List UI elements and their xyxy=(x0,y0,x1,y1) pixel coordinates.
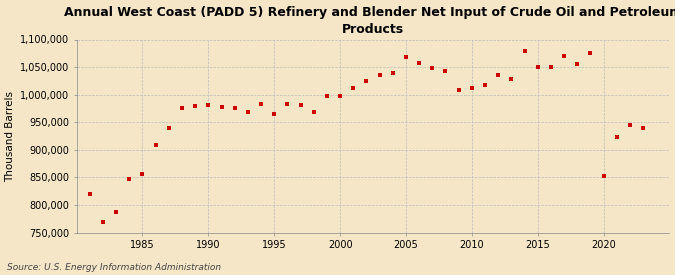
Point xyxy=(242,110,253,114)
Point xyxy=(216,104,227,109)
Point xyxy=(98,219,109,224)
Point xyxy=(308,110,319,114)
Point xyxy=(361,79,372,83)
Point xyxy=(151,143,161,148)
Point xyxy=(84,192,95,196)
Point xyxy=(493,73,504,78)
Point xyxy=(321,94,332,98)
Point xyxy=(269,112,279,116)
Point xyxy=(414,60,425,65)
Point xyxy=(533,65,543,69)
Title: Annual West Coast (PADD 5) Refinery and Blender Net Input of Crude Oil and Petro: Annual West Coast (PADD 5) Refinery and … xyxy=(64,6,675,35)
Point xyxy=(624,123,635,127)
Point xyxy=(124,176,135,181)
Point xyxy=(427,66,437,70)
Point xyxy=(190,103,200,108)
Point xyxy=(400,55,411,59)
Point xyxy=(453,88,464,92)
Text: Source: U.S. Energy Information Administration: Source: U.S. Energy Information Administ… xyxy=(7,263,221,272)
Point xyxy=(545,65,556,69)
Point xyxy=(480,83,491,87)
Point xyxy=(348,86,358,90)
Point xyxy=(295,102,306,107)
Point xyxy=(466,86,477,90)
Point xyxy=(137,171,148,176)
Point xyxy=(519,48,530,53)
Point xyxy=(612,135,622,139)
Point xyxy=(163,126,174,130)
Y-axis label: Thousand Barrels: Thousand Barrels xyxy=(5,90,16,182)
Point xyxy=(387,70,398,75)
Point xyxy=(256,102,267,106)
Point xyxy=(506,77,517,81)
Point xyxy=(572,62,583,67)
Point xyxy=(440,69,451,73)
Point xyxy=(335,94,346,98)
Point xyxy=(203,102,214,107)
Point xyxy=(585,51,596,56)
Point xyxy=(282,102,293,106)
Point xyxy=(374,73,385,78)
Point xyxy=(230,106,240,111)
Point xyxy=(111,209,122,214)
Point xyxy=(638,126,649,130)
Point xyxy=(559,54,570,58)
Point xyxy=(598,174,609,178)
Point xyxy=(177,106,188,111)
